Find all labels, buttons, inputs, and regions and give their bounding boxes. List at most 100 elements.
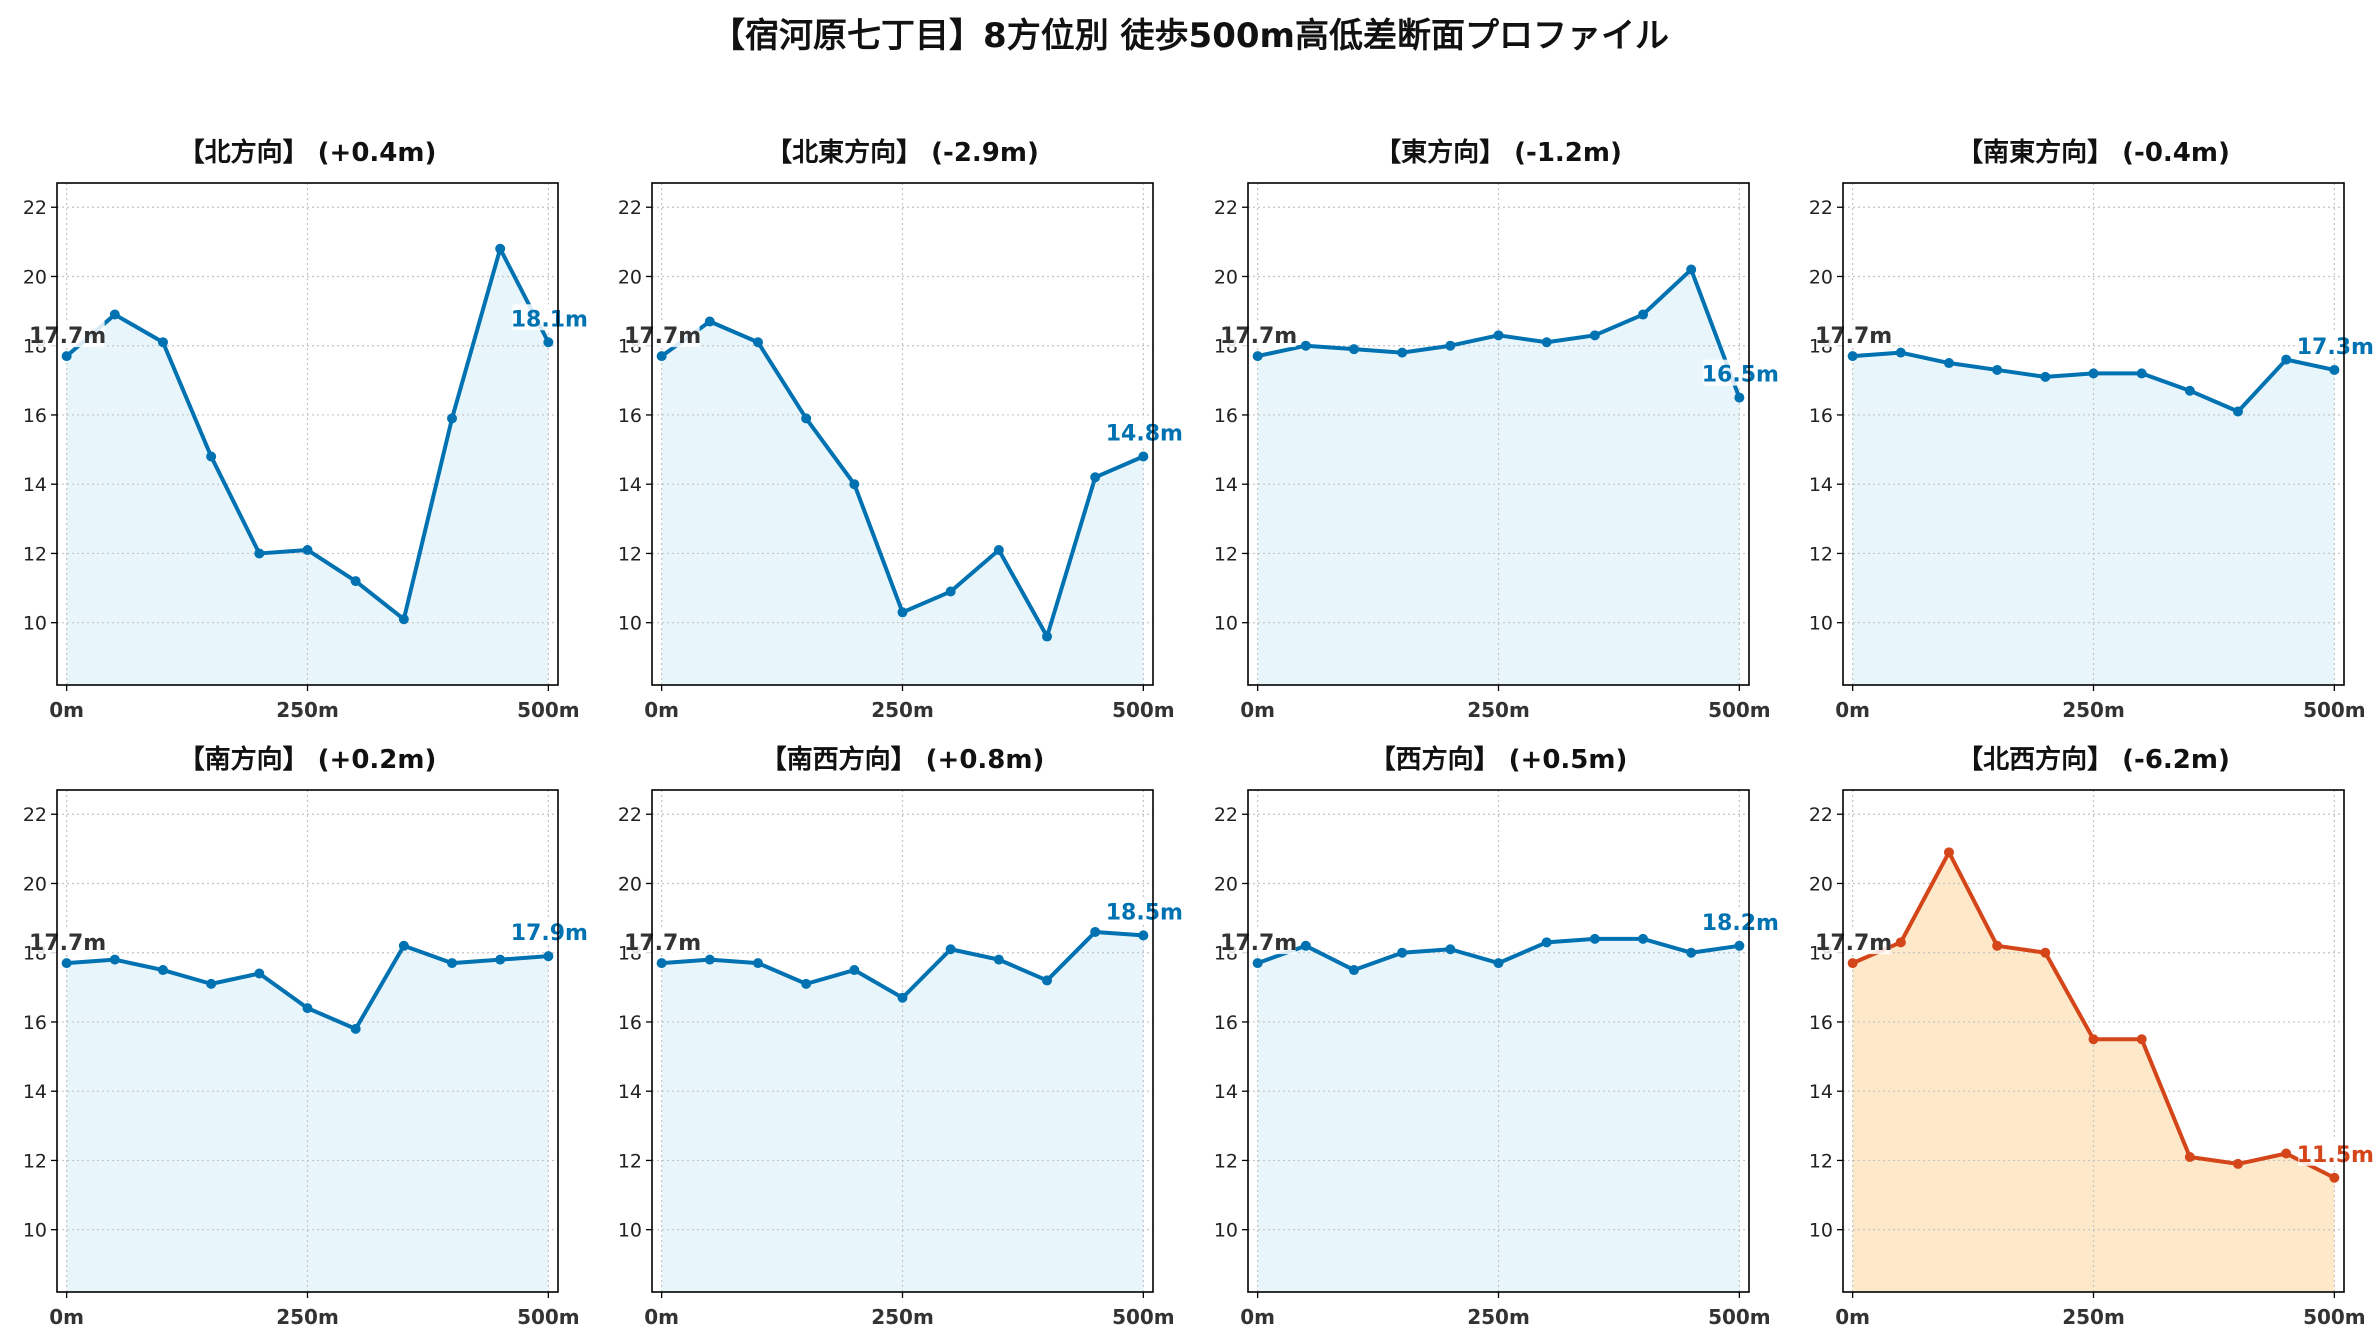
- data-point: [2088, 1034, 2099, 1045]
- y-tick-label: 20: [1214, 266, 1238, 288]
- chart-panel: 【南方向】 (+0.2m)101214161820220m250m500m17.…: [23, 744, 588, 1329]
- end-label-bg: [1107, 418, 1182, 445]
- x-tick-label: 500m: [1112, 1305, 1175, 1329]
- plot-frame: [1247, 789, 1750, 1293]
- data-point: [1445, 944, 1456, 955]
- y-tick-label: 10: [618, 1220, 642, 1242]
- area-fill: [66, 945, 549, 1292]
- y-tick-label: 22: [23, 197, 47, 219]
- data-point: [302, 1003, 313, 1014]
- data-point: [61, 351, 72, 362]
- y-tick-label: 22: [1809, 197, 1833, 219]
- data-point: [1895, 937, 1906, 948]
- plot-frame: [56, 182, 559, 686]
- chart-panel: 【東方向】 (-1.2m)101214161820220m250m500m17.…: [1214, 137, 1779, 722]
- chart-panel: 【北西方向】 (-6.2m)101214161820220m250m500m17…: [1809, 744, 2374, 1329]
- y-tick-label: 16: [1214, 405, 1238, 427]
- chart-panel: 【西方向】 (+0.5m)101214161820220m250m500m17.…: [1214, 744, 1779, 1329]
- plot-frame: [56, 789, 559, 1293]
- chart-panel: 【南東方向】 (-0.4m)101214161820220m250m500m17…: [1809, 137, 2374, 722]
- y-tick-label: 12: [23, 543, 47, 565]
- data-point: [206, 451, 217, 462]
- data-point: [2136, 368, 2147, 379]
- x-tick-label: 0m: [1240, 1305, 1275, 1329]
- data-point: [1348, 344, 1359, 355]
- data-point: [61, 958, 72, 969]
- data-point: [1895, 347, 1906, 358]
- data-point: [752, 337, 763, 348]
- y-tick-label: 16: [23, 405, 47, 427]
- data-point: [1943, 358, 1954, 369]
- y-tick-label: 14: [618, 1081, 642, 1103]
- x-tick-label: 500m: [517, 1305, 580, 1329]
- data-point: [993, 544, 1004, 555]
- start-label-bg: [1223, 928, 1296, 955]
- end-label: 11.5m: [2297, 1143, 2374, 1168]
- data-point: [2088, 368, 2099, 379]
- y-tick-label: 20: [618, 873, 642, 895]
- start-label-bg: [32, 321, 105, 348]
- data-point: [2136, 1034, 2147, 1045]
- data-point: [109, 954, 120, 965]
- plot-frame: [651, 182, 1154, 686]
- area-fill: [1257, 269, 1740, 685]
- y-tick-label: 10: [1809, 613, 1833, 635]
- data-point: [1943, 847, 1954, 858]
- end-label-bg: [1703, 907, 1778, 934]
- start-label-bg: [32, 928, 105, 955]
- data-point: [656, 351, 667, 362]
- data-point: [1493, 330, 1504, 341]
- y-tick-label: 10: [23, 613, 47, 635]
- data-point: [1138, 930, 1149, 941]
- x-tick-label: 0m: [1835, 698, 1870, 722]
- y-tick-label: 16: [618, 1012, 642, 1034]
- y-tick-label: 16: [1809, 405, 1833, 427]
- end-label-bg: [512, 304, 587, 331]
- panel-title: 【南東方向】 (-0.4m): [1957, 137, 2230, 168]
- data-point: [1397, 347, 1408, 358]
- panel-title: 【北方向】 (+0.4m): [179, 137, 437, 168]
- plot-frame: [1247, 182, 1750, 686]
- data-point: [1252, 351, 1263, 362]
- x-tick-label: 0m: [49, 698, 84, 722]
- y-tick-label: 16: [1214, 1012, 1238, 1034]
- data-point: [350, 576, 361, 587]
- data-point: [1734, 940, 1745, 951]
- y-tick-label: 14: [1809, 1081, 1833, 1103]
- y-tick-label: 14: [23, 1081, 47, 1103]
- data-point: [2184, 385, 2195, 396]
- x-tick-label: 250m: [871, 698, 934, 722]
- data-point: [1541, 337, 1552, 348]
- page-title: 【宿河原七丁目】8方位別 徒歩500m高低差断面プロファイル: [711, 16, 1669, 56]
- plot-frame: [1842, 789, 2345, 1293]
- data-point: [1348, 965, 1359, 976]
- x-tick-label: 0m: [49, 1305, 84, 1329]
- end-label-bg: [2298, 331, 2373, 358]
- data-point: [1090, 472, 1101, 483]
- x-tick-label: 0m: [1240, 698, 1275, 722]
- data-point: [206, 978, 217, 989]
- end-label: 14.8m: [1106, 422, 1183, 447]
- x-tick-label: 250m: [871, 1305, 934, 1329]
- x-tick-label: 0m: [644, 698, 679, 722]
- data-point: [993, 954, 1004, 965]
- data-point: [801, 413, 812, 424]
- y-tick-label: 12: [618, 1150, 642, 1172]
- y-tick-label: 22: [1214, 197, 1238, 219]
- data-point: [656, 958, 667, 969]
- data-point: [1638, 309, 1649, 320]
- data-point: [254, 548, 265, 559]
- end-label: 17.3m: [2297, 335, 2374, 360]
- end-label: 18.5m: [1106, 900, 1183, 925]
- data-point: [704, 954, 715, 965]
- data-point: [945, 944, 956, 955]
- x-tick-label: 500m: [517, 698, 580, 722]
- panel-title: 【西方向】 (+0.5m): [1370, 744, 1628, 775]
- end-label: 17.9m: [511, 921, 588, 946]
- y-tick-label: 12: [1214, 543, 1238, 565]
- data-point: [2184, 1151, 2195, 1162]
- chart-panel: 【北東方向】 (-2.9m)101214161820220m250m500m17…: [618, 137, 1183, 722]
- y-tick-label: 20: [23, 873, 47, 895]
- y-tick-label: 14: [23, 474, 47, 496]
